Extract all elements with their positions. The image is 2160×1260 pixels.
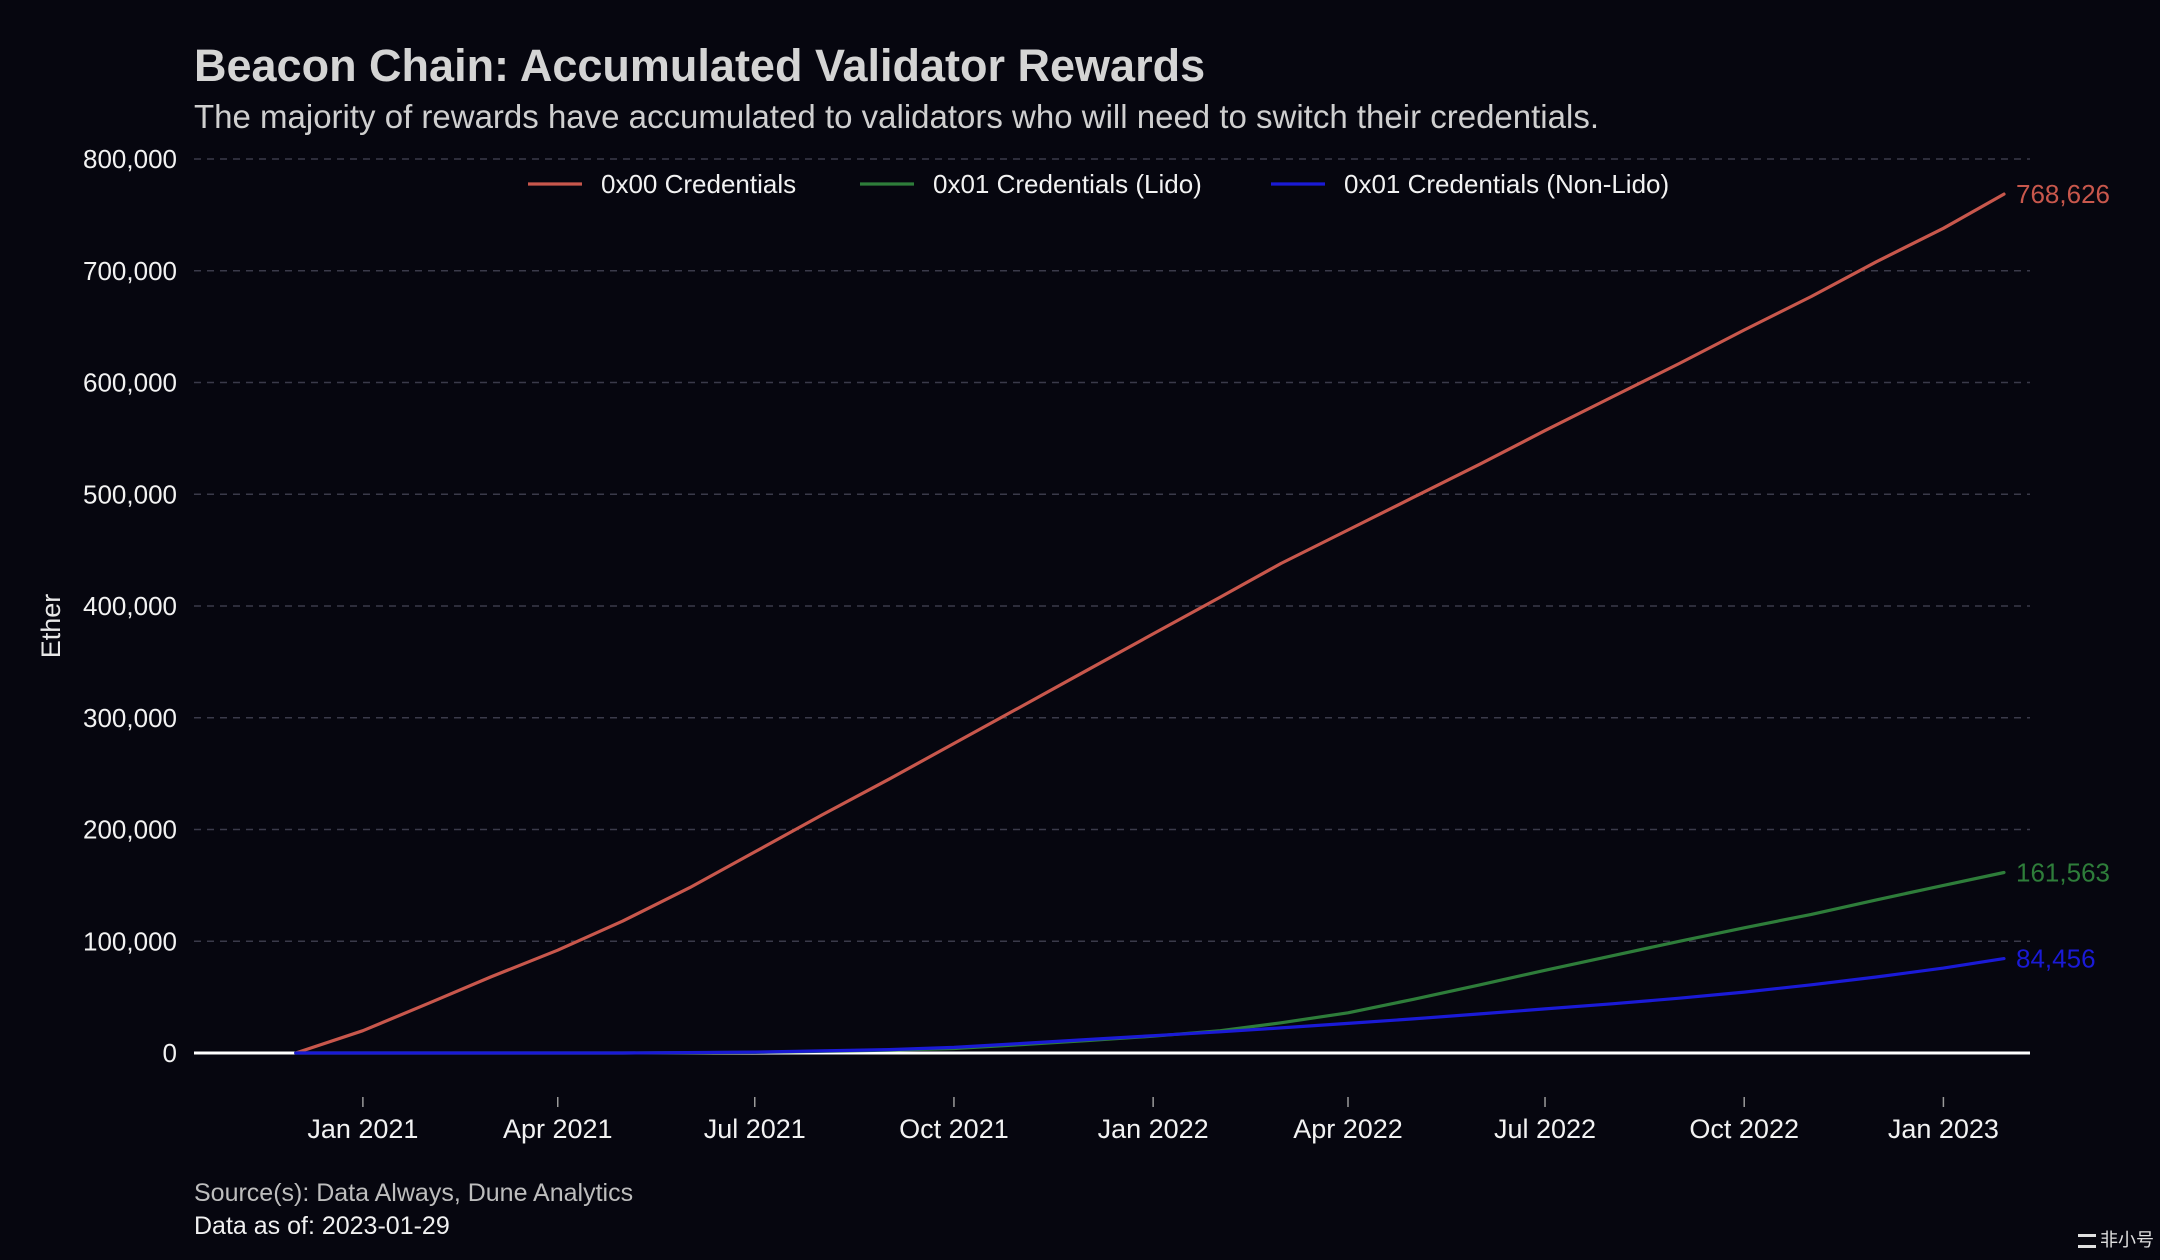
x-tick-label: Jan 2023 xyxy=(1888,1114,1999,1144)
end-value-label-3: 84,456 xyxy=(2016,944,2096,974)
legend-label-3: 0x01 Credentials (Non-Lido) xyxy=(1344,169,1669,199)
watermark: 非小号 xyxy=(2078,1226,2154,1252)
y-tick-label: 100,000 xyxy=(83,926,177,956)
legend-label-1: 0x00 Credentials xyxy=(601,169,796,199)
x-tick-label: Apr 2022 xyxy=(1293,1114,1403,1144)
y-axis-ticks: 0 100,000 200,000 300,000 400,000 500,000 600,… xyxy=(83,144,177,1068)
source-note: Source(s): Data Always, Dune Analytics xyxy=(194,1179,634,1207)
watermark-text: 非小号 xyxy=(2100,1230,2154,1251)
grid-lines xyxy=(194,158,2030,1055)
series-lines xyxy=(294,192,2006,1055)
y-tick-label: 400,000 xyxy=(83,591,177,621)
x-tick-label: Oct 2021 xyxy=(899,1114,1009,1144)
legend-label-2: 0x01 Credentials (Lido) xyxy=(933,169,1202,199)
legend: 0x00 Credentials 0x01 Credentials (Lido) 0… xyxy=(528,169,1669,199)
y-tick-label: 600,000 xyxy=(83,368,177,398)
x-tick-label: Jan 2021 xyxy=(307,1114,418,1144)
data-as-of-note: Data as of: 2023-01-29 xyxy=(194,1212,450,1240)
y-tick-label: 500,000 xyxy=(83,479,177,509)
chart-title: Beacon Chain: Accumulated Validator Rewa… xyxy=(194,40,1206,91)
series-line-3 xyxy=(294,957,2006,1055)
y-tick-label: 0 xyxy=(163,1038,177,1068)
y-axis-label: Ether xyxy=(36,594,66,659)
end-labels: 768,626 161,563 84,456 xyxy=(2016,179,2110,974)
y-tick-label: 300,000 xyxy=(83,703,177,733)
chart-subtitle: The majority of rewards have accumulated… xyxy=(194,98,1599,135)
end-value-label-1: 768,626 xyxy=(2016,179,2110,209)
x-tick-label: Oct 2022 xyxy=(1689,1114,1799,1144)
y-tick-label: 200,000 xyxy=(83,815,177,845)
x-tick-label: Jan 2022 xyxy=(1098,1114,1209,1144)
y-tick-label: 800,000 xyxy=(83,144,177,174)
x-tick-label: Jul 2021 xyxy=(704,1114,806,1144)
x-axis-ticks: Jan 2021 Apr 2021 Jul 2021 Oct 2021 Jan 2022… xyxy=(307,1097,1999,1144)
series-line-1 xyxy=(294,192,2006,1055)
y-tick-label: 700,000 xyxy=(83,256,177,286)
x-tick-label: Jul 2022 xyxy=(1494,1114,1596,1144)
series-line-2 xyxy=(294,870,2006,1055)
end-value-label-2: 161,563 xyxy=(2016,857,2110,887)
x-tick-label: Apr 2021 xyxy=(503,1114,613,1144)
watermark-logo-icon xyxy=(2078,1234,2096,1248)
